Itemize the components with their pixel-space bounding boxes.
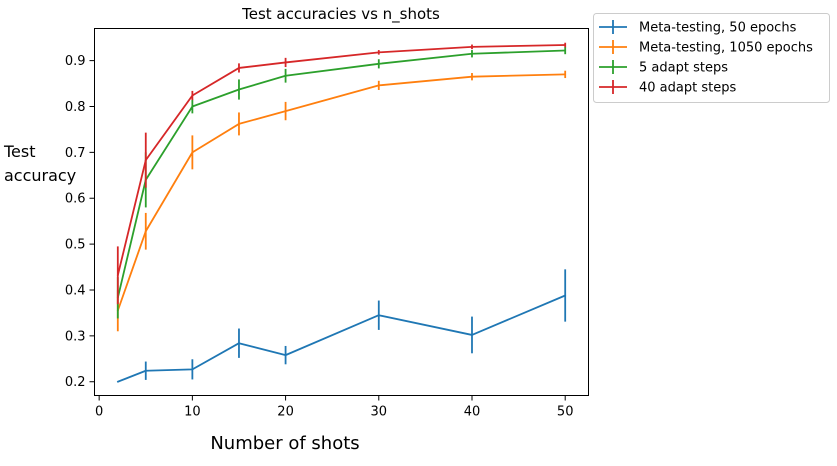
legend-label: 5 adapt steps: [639, 61, 728, 76]
y-tick-label: 0.6: [65, 192, 86, 207]
x-tick-label: 20: [277, 405, 294, 420]
data-point: [471, 52, 473, 55]
x-tick-label: 40: [464, 405, 481, 420]
data-point: [116, 380, 119, 383]
data-point: [377, 314, 380, 317]
series-line-4: [116, 44, 566, 276]
y-tick-label: 0.9: [65, 54, 86, 69]
data-point: [377, 51, 380, 54]
y-tick-label: 0.7: [65, 146, 86, 161]
data-point: [564, 49, 567, 52]
plot-area: [116, 42, 567, 383]
data-point: [144, 159, 147, 162]
y-tick-label: 0.2: [65, 375, 86, 390]
series-line-3: [116, 49, 566, 298]
data-point: [471, 75, 473, 78]
y-tick-label: 0.5: [65, 238, 86, 253]
x-tick-label: 0: [95, 405, 103, 420]
data-point: [377, 62, 380, 65]
y-tick-label: 0.4: [65, 283, 86, 298]
plot-frame: [94, 28, 589, 396]
data-point: [564, 44, 567, 46]
data-point: [191, 368, 194, 371]
data-point: [238, 123, 240, 125]
y-tick-label: 0.3: [65, 329, 86, 344]
data-point: [564, 294, 567, 297]
y-axis-label-line-1: Test: [3, 142, 36, 161]
legend-frame: [593, 13, 830, 103]
x-tick-label: 50: [557, 405, 574, 420]
series-line-1: [117, 294, 566, 383]
data-point: [238, 88, 240, 91]
data-point: [471, 45, 473, 48]
x-tick-label: 10: [184, 405, 201, 420]
legend: Meta-testing, 50 epochs Meta-testing, 105…: [593, 13, 830, 103]
chart-title: Test accuracies vs n_shots: [241, 5, 440, 24]
axes: 0 10 20 30 40 50 0.2 0.3 0.4 0.5 0.6 0.7 0.8 0.9: [65, 54, 574, 419]
data-point: [564, 73, 567, 76]
data-point: [238, 67, 240, 69]
x-axis-label: Number of shots: [210, 433, 359, 454]
data-point: [284, 110, 287, 112]
data-point: [144, 369, 147, 372]
y-tick-label: 0.8: [65, 100, 86, 115]
data-point: [191, 94, 194, 97]
data-point: [284, 354, 287, 357]
data-point: [191, 105, 194, 108]
data-point: [471, 334, 473, 336]
series-line-2: [116, 73, 566, 311]
data-point: [116, 274, 119, 277]
data-point: [284, 61, 287, 64]
data-point: [284, 74, 287, 77]
data-point: [377, 84, 380, 87]
data-point: [144, 230, 147, 233]
legend-label: Meta-testing, 50 epochs: [639, 21, 797, 36]
x-tick-label: 30: [371, 405, 388, 420]
y-axis-label-line-2: accuracy: [4, 166, 76, 185]
data-point: [238, 342, 240, 345]
legend-label: Meta-testing, 1050 epochs: [639, 41, 813, 56]
legend-label: 40 adapt steps: [639, 81, 736, 96]
data-point: [191, 151, 194, 154]
